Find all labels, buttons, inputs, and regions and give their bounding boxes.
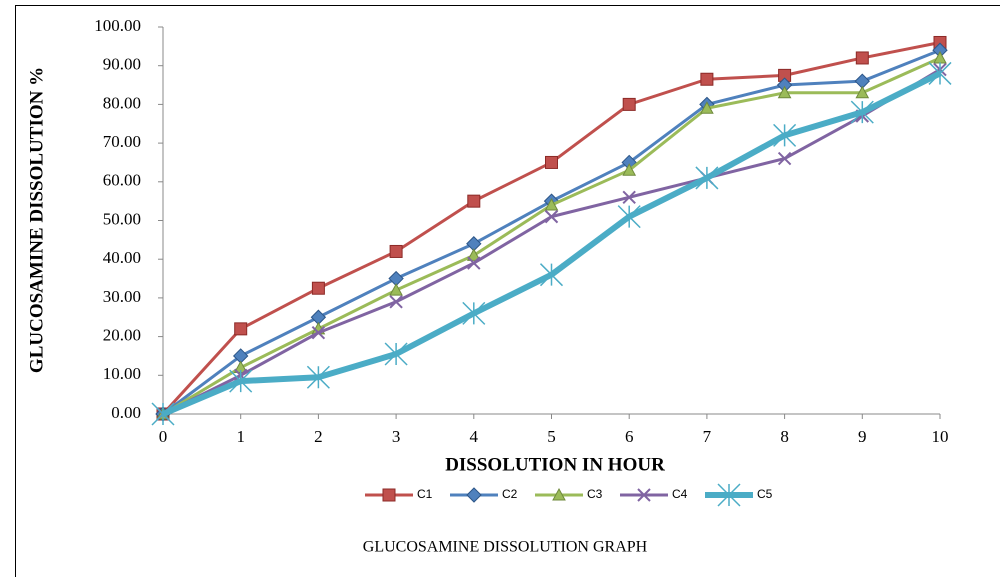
x-tick-label: 3 (392, 427, 401, 446)
marker (539, 263, 564, 287)
marker (544, 197, 559, 211)
marker (311, 281, 325, 295)
marker (700, 72, 714, 86)
y-tick-label: 100.00 (94, 16, 141, 35)
x-tick-label: 10 (932, 427, 949, 446)
marker (389, 295, 403, 309)
marker (622, 190, 636, 204)
y-tick-label: 10.00 (103, 364, 141, 383)
series-line (161, 70, 942, 417)
legend-label: C2 (502, 487, 518, 501)
marker (466, 248, 481, 261)
x-axis-title: DISSOLUTION IN HOUR (445, 454, 665, 475)
marker (382, 488, 396, 502)
marker (389, 283, 403, 296)
series-line (161, 41, 941, 416)
marker (389, 244, 403, 258)
y-tick-label: 80.00 (103, 93, 141, 112)
y-tick-label: 50.00 (103, 209, 141, 228)
marker (617, 205, 641, 229)
x-tick-label: 1 (236, 427, 245, 446)
marker (311, 326, 326, 340)
legend-label: C5 (757, 487, 773, 501)
marker (850, 100, 874, 124)
legend-label: C3 (587, 487, 603, 501)
marker (234, 322, 248, 336)
marker (777, 85, 792, 99)
x-tick-label: 0 (159, 427, 168, 446)
marker (384, 342, 408, 366)
legend-label: C1 (417, 487, 433, 501)
marker (151, 402, 175, 426)
y-tick-label: 30.00 (103, 287, 141, 306)
x-tick-label: 8 (780, 427, 789, 446)
marker (695, 166, 719, 190)
marker (545, 155, 558, 169)
y-axis-title: GLUCOSAMINE DISSOLUTION % (26, 67, 47, 373)
marker (462, 301, 486, 325)
marker (544, 209, 559, 224)
marker (717, 483, 741, 507)
y-tick-label: 20.00 (103, 326, 141, 345)
marker (777, 151, 792, 166)
y-tick-label: 70.00 (103, 132, 141, 151)
x-tick-label: 2 (314, 427, 323, 446)
x-tick-label: 4 (470, 427, 479, 446)
marker (855, 85, 870, 99)
caption: GLUCOSAMINE DISSOLUTION GRAPH (363, 539, 648, 556)
marker (637, 488, 651, 502)
marker (622, 97, 636, 111)
marker (773, 123, 797, 147)
marker (622, 163, 637, 176)
marker (229, 369, 253, 393)
marker (306, 365, 330, 389)
marker (466, 487, 482, 503)
marker (467, 194, 481, 208)
marker (700, 101, 714, 114)
x-tick-label: 7 (703, 427, 712, 446)
y-tick-label: 0.00 (111, 403, 141, 422)
x-tick-label: 6 (625, 427, 634, 446)
y-tick-label: 90.00 (103, 55, 141, 74)
series-line (162, 48, 941, 416)
marker (928, 61, 952, 85)
x-tick-label: 9 (858, 427, 867, 446)
y-tick-label: 40.00 (103, 248, 141, 267)
frame (15, 5, 1000, 577)
marker (467, 256, 481, 270)
marker (552, 487, 566, 501)
x-tick-label: 5 (547, 427, 556, 446)
marker (855, 51, 869, 65)
y-tick-label: 60.00 (103, 171, 141, 190)
legend-label: C4 (672, 487, 688, 501)
series-line (162, 56, 941, 416)
